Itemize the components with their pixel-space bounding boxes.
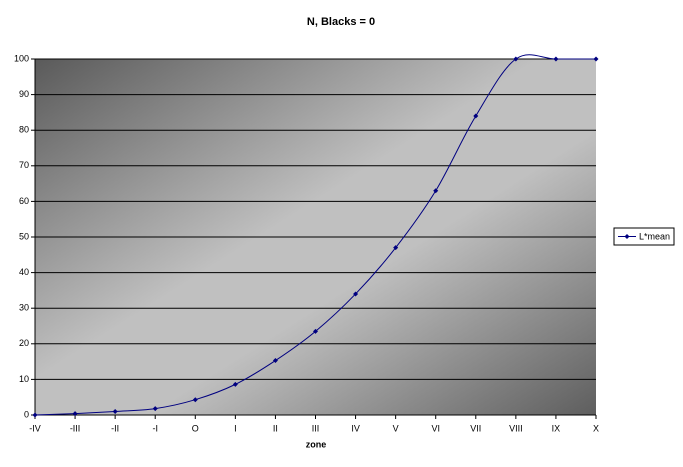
x-tick-label: -II — [111, 423, 119, 433]
marker — [553, 56, 559, 62]
x-tick-label: IV — [351, 423, 360, 433]
x-tick-label: III — [312, 423, 320, 433]
y-tick-label: 10 — [19, 374, 29, 384]
y-tick-label: 100 — [14, 53, 29, 63]
x-tick-label: O — [192, 423, 199, 433]
marker — [433, 188, 439, 194]
x-tick-label: VII — [470, 423, 481, 433]
y-tick-label: 70 — [19, 160, 29, 170]
x-tick-label: VI — [431, 423, 440, 433]
x-tick-label: -IV — [29, 423, 41, 433]
y-tick-label: 40 — [19, 267, 29, 277]
x-tick-label: IX — [552, 423, 561, 433]
x-tick-label: II — [273, 423, 278, 433]
y-tick-label: 80 — [19, 125, 29, 135]
x-tick-label: -III — [70, 423, 81, 433]
marker — [393, 245, 399, 251]
legend-label: L*mean — [639, 231, 670, 241]
marker — [313, 328, 318, 334]
marker — [152, 406, 158, 412]
x-axis-label: zone — [306, 439, 327, 449]
series-line — [34, 54, 596, 416]
marker — [473, 113, 479, 119]
marker — [272, 358, 278, 364]
y-tick-label: 90 — [19, 89, 29, 99]
marker — [192, 397, 198, 403]
legend-marker — [624, 234, 630, 239]
marker — [232, 381, 238, 387]
marker — [593, 56, 599, 62]
legend-box — [613, 227, 675, 246]
y-tick-label: 30 — [19, 303, 29, 313]
x-tick-label: I — [234, 423, 237, 433]
marker — [513, 56, 519, 62]
y-tick-label: 50 — [19, 231, 29, 241]
marker — [112, 408, 118, 414]
marker — [32, 412, 38, 418]
y-tick-label: 60 — [19, 196, 29, 206]
x-tick-label: -I — [152, 423, 158, 433]
marker — [72, 411, 78, 417]
x-tick-label: V — [393, 423, 399, 433]
marker — [353, 291, 359, 297]
x-tick-label: X — [593, 423, 599, 433]
x-tick-label: VIII — [509, 423, 523, 433]
chart-title: N, Blacks = 0 — [307, 16, 375, 28]
y-tick-label: 20 — [19, 338, 29, 348]
y-tick-label: 0 — [24, 409, 29, 419]
